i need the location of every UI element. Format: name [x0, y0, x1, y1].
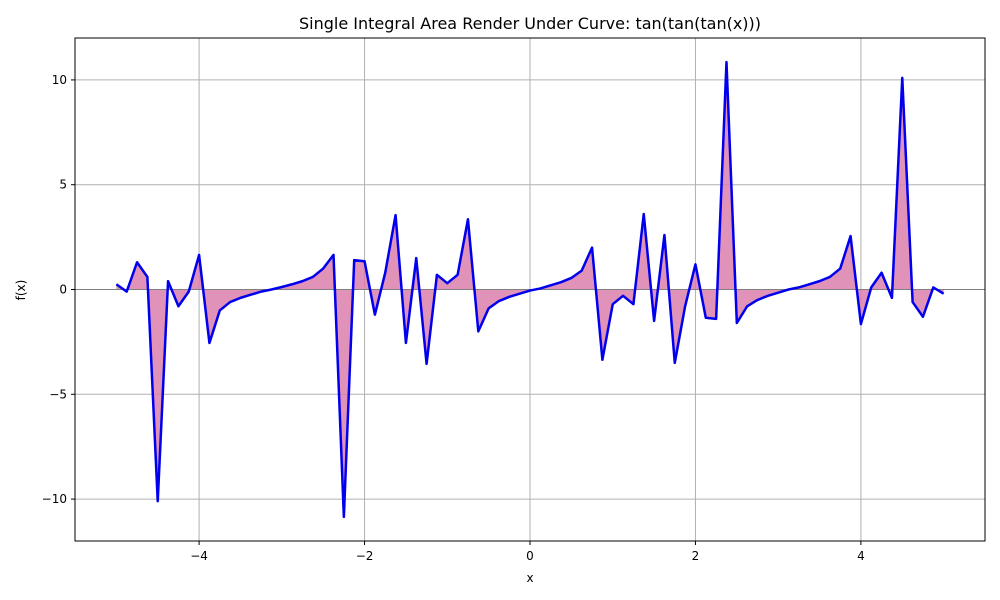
y-tick-label: −10: [42, 492, 67, 506]
series-line: [115, 60, 945, 519]
y-tick-label: 0: [59, 283, 67, 297]
x-tick-label: −2: [356, 549, 374, 563]
y-tick-label: 5: [59, 178, 67, 192]
x-tick-label: 4: [857, 549, 865, 563]
curve: [115, 60, 945, 519]
y-ticks: −10 −5 0 5 10: [42, 73, 75, 506]
y-tick-label: 10: [52, 73, 67, 87]
x-tick-label: 0: [526, 549, 534, 563]
x-axis-label: x: [526, 571, 533, 585]
y-tick-label: −5: [49, 387, 67, 401]
x-tick-label: 2: [692, 549, 700, 563]
x-tick-label: −4: [190, 549, 208, 563]
chart-title: Single Integral Area Render Under Curve:…: [299, 14, 761, 33]
x-ticks: −4 −2 0 2 4: [190, 541, 865, 563]
y-axis-label: f(x): [14, 280, 28, 301]
